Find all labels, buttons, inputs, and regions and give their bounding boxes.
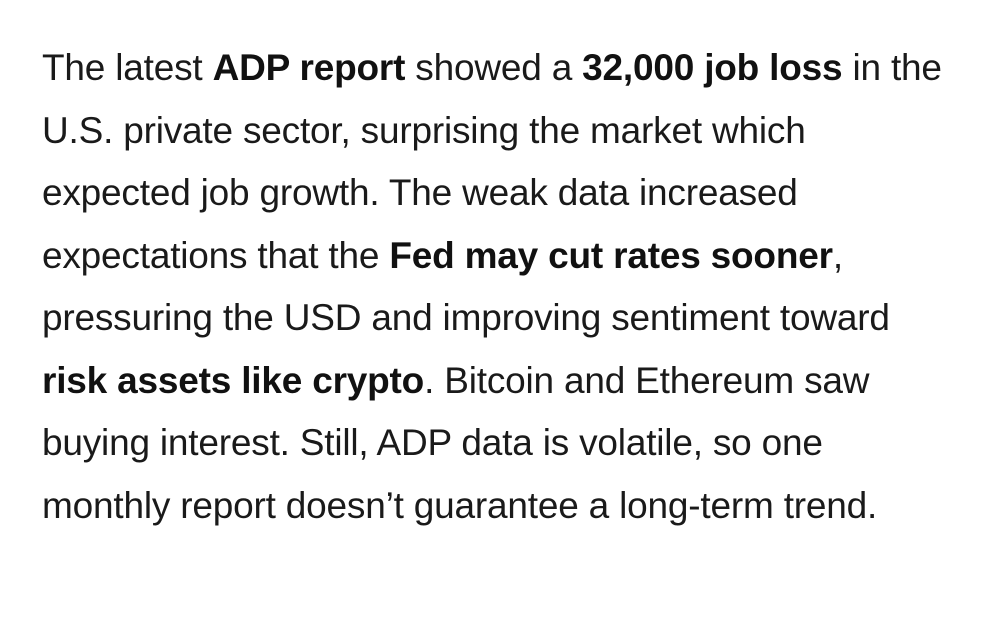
- text: The latest: [42, 47, 213, 88]
- paragraph: The latest ADP report showed a 32,000 jo…: [42, 37, 957, 537]
- bold-text: Fed may cut rates sooner: [389, 234, 833, 276]
- text: in the U.S. private sector, surprising t…: [42, 47, 942, 276]
- text: , pressuring the USD and improving senti…: [42, 234, 890, 339]
- bold-text: ADP report: [212, 47, 406, 88]
- bold-text: risk assets like crypto: [42, 359, 425, 401]
- bold-text: 32,000 job loss: [582, 47, 843, 88]
- text: showed a: [405, 47, 583, 88]
- text: . Bitcoin and Ethereum saw buying intere…: [42, 359, 878, 526]
